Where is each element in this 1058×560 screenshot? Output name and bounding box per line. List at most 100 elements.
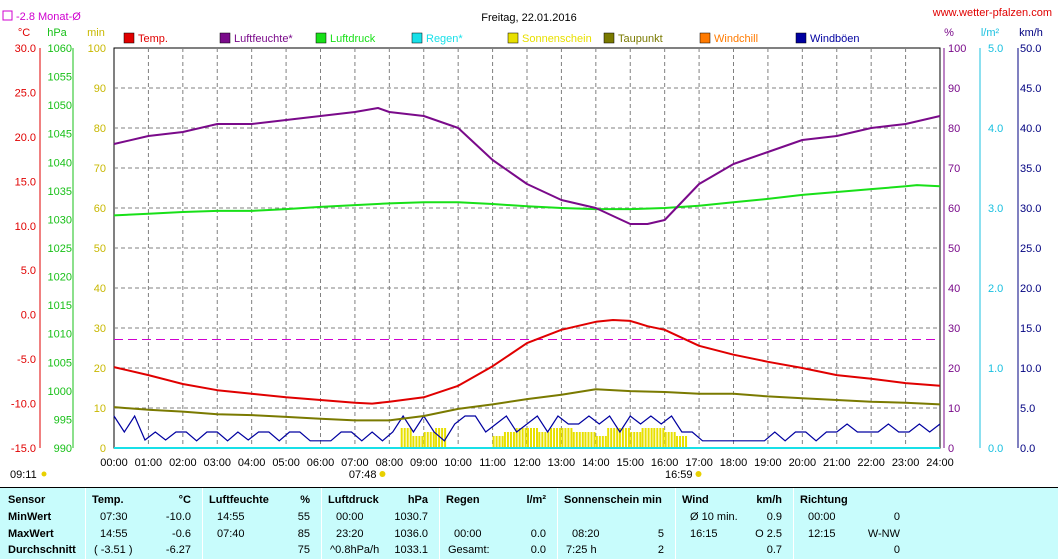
x-tick-label: 13:00: [548, 457, 576, 469]
summary-min-value: 0.9: [766, 511, 782, 523]
legend-label: Temp.: [138, 33, 168, 45]
axis-tick-minutes: 100: [88, 43, 106, 55]
legend-swatch: [603, 32, 615, 44]
axis-tick-pressure: 1030: [48, 214, 72, 226]
axis-tick-rain: 0.0: [988, 443, 1003, 455]
sunshine-bars: [400, 428, 688, 448]
sunshine-bar: [518, 428, 521, 448]
summary-row-label: MinWert: [8, 511, 52, 523]
summary-min-value: 1030.7: [394, 511, 428, 523]
summary-column: [85, 488, 86, 560]
unit-wind: km/h: [1019, 27, 1043, 39]
axis-tick-pressure: 1005: [48, 357, 72, 369]
axis-tick-rain: 3.0: [988, 203, 1003, 215]
summary-avg-note: 7:25 h: [566, 544, 597, 556]
sunshine-bar: [641, 428, 644, 448]
summary-col-name: Regen: [446, 494, 480, 506]
sunshine-bar: [498, 436, 501, 448]
summary-column: [793, 488, 794, 560]
axis-tick-wind: 25.0: [1020, 243, 1041, 255]
summary-col-name: Sonnenschein min: [564, 494, 662, 506]
summary-max-time: 23:20: [336, 528, 364, 540]
summary-max-value: W-NW: [867, 528, 900, 540]
x-tick-label: 09:00: [410, 457, 438, 469]
sunshine-bar: [656, 428, 659, 448]
axis-tick-wind: 20.0: [1020, 283, 1041, 295]
summary-column: [321, 488, 322, 560]
sunshine-bar: [572, 432, 575, 448]
sunshine-bar: [492, 436, 495, 448]
sunshine-bar: [435, 428, 438, 448]
sunrise-icon: [379, 471, 386, 477]
sunshine-bar: [670, 432, 673, 448]
sunshine-bar: [630, 432, 633, 448]
summary-avg-value: 75: [297, 544, 310, 556]
sunshine-bar: [662, 428, 665, 448]
axis-tick-temp: 0.0: [21, 310, 36, 322]
legend-swatch: [219, 32, 231, 44]
sunshine-bar: [503, 432, 506, 448]
summary-min-time: Ø 10 min.: [690, 511, 738, 523]
sunshine-bar: [590, 432, 593, 448]
sunshine-bar: [527, 428, 529, 448]
axis-tick-minutes: 50: [94, 243, 106, 255]
axis-tick-minutes: 40: [94, 283, 106, 295]
sunshine-bar: [438, 428, 441, 448]
sunshine-bar: [423, 432, 426, 448]
series-line-pressure: [113, 184, 941, 217]
legend-label: Sonnenschein: [522, 33, 592, 45]
x-tick-label: 03:00: [203, 457, 231, 469]
sunshine-bar: [607, 428, 610, 448]
summary-max-value: 85: [297, 528, 310, 540]
sunshine-bar: [613, 428, 616, 448]
axis-tick-wind: 40.0: [1020, 123, 1041, 135]
axis-tick-minutes: 0: [100, 443, 106, 455]
summary-max-value: -0.6: [172, 528, 191, 540]
axis-tick-pressure: 1045: [48, 129, 72, 141]
x-tick-label: 02:00: [169, 457, 197, 469]
x-tick-label: 04:00: [238, 457, 266, 469]
current-time-icon: [41, 471, 47, 477]
sunshine-bar: [426, 432, 429, 448]
x-tick-label: 10:00: [444, 457, 472, 469]
sunshine-bar: [561, 428, 564, 448]
summary-col-unit: hPa: [407, 494, 428, 506]
sunshine-bar: [664, 432, 667, 448]
sunshine-bar: [544, 432, 547, 448]
sunshine-bar: [621, 428, 624, 448]
axis-tick-pressure: 1010: [48, 329, 72, 341]
axis-tick-rain: 5.0: [988, 43, 1003, 55]
axis-tick-percent: 50: [948, 243, 960, 255]
summary-col-name: Richtung: [800, 494, 848, 506]
sunshine-bar: [509, 432, 512, 448]
legend-label: Windchill: [714, 33, 758, 45]
sunshine-bar: [553, 428, 556, 448]
chart-title: Freitag, 22.01.2016: [481, 12, 576, 24]
summary-min-time: 00:00: [808, 511, 836, 523]
month-avg-label: -2.8 Monat-Ø: [16, 11, 81, 23]
month-avg-marker-icon: [2, 10, 13, 21]
sunshine-bar: [501, 436, 504, 448]
axis-tick-temp: 30.0: [15, 43, 36, 55]
sunshine-bar: [564, 428, 567, 448]
sunshine-bar: [587, 432, 590, 448]
axis-tick-pressure: 1020: [48, 272, 72, 284]
series-line-humidity: [113, 107, 941, 225]
sunshine-bar: [627, 428, 630, 448]
axis-tick-temp: 10.0: [15, 221, 36, 233]
sunshine-bar: [676, 436, 679, 448]
summary-min-time: 14:55: [217, 511, 245, 523]
sunshine-bar: [547, 432, 550, 448]
axis-tick-pressure: 1025: [48, 243, 72, 255]
summary-max-value: 0.0: [530, 528, 546, 540]
sunshine-bar: [403, 428, 406, 448]
sunshine-bar: [685, 436, 688, 448]
axis-tick-pressure: 1055: [48, 72, 72, 84]
summary-min-value: -10.0: [165, 511, 191, 523]
summary-table: Sensor MinWert MaxWert Durchschnitt Temp. °C 0…: [0, 487, 1058, 560]
sunset-time: 16:59: [665, 469, 693, 481]
sunrise-time: 07:48: [349, 469, 377, 481]
summary-col-name: Wind: [682, 494, 709, 506]
summary-max-time: 12:15: [808, 528, 836, 540]
unit-minutes: min: [87, 27, 105, 39]
